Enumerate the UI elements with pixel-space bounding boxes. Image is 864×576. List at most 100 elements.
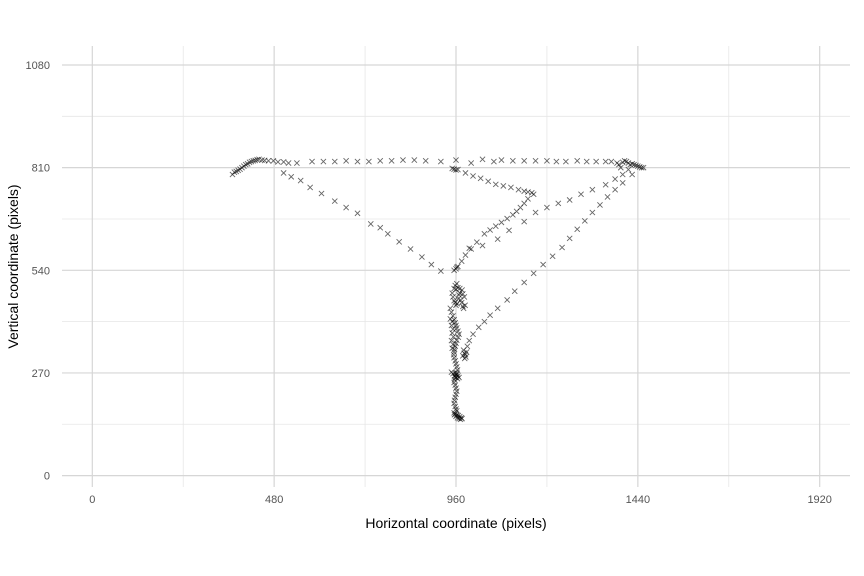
data-point [530,191,537,198]
data-point [451,285,458,292]
data-point [448,322,455,329]
data-point [574,157,581,164]
data-point [468,246,475,252]
data-point [466,245,473,252]
data-point [458,299,465,306]
data-point [562,158,569,165]
data-point [549,253,556,260]
data-points [229,156,647,423]
data-point [555,200,562,207]
data-point [481,318,488,325]
data-point [231,169,238,176]
data-point [602,181,609,188]
data-point [456,292,462,298]
data-point [612,186,619,193]
data-point [612,176,619,182]
data-point [384,230,391,237]
data-point [589,209,596,216]
data-point [638,164,645,171]
data-point [583,158,590,165]
data-point [477,175,484,182]
data-point [498,157,505,163]
data-point [460,305,467,312]
data-point [270,157,277,164]
data-point [454,166,461,173]
y-tick-label: 540 [32,265,50,277]
data-point [515,186,522,193]
data-point [453,406,459,412]
data-point [461,355,468,362]
data-point [448,309,455,316]
y-tick-label: 1080 [26,60,50,72]
data-point [589,186,596,193]
data-point [377,224,384,231]
data-point [280,170,287,176]
data-point [629,171,636,178]
data-point [508,184,514,191]
data-point [307,184,314,191]
data-point [578,191,584,198]
data-point [521,157,528,164]
data-point [553,158,560,165]
data-point [462,252,469,259]
data-point [453,325,460,332]
data-point [458,258,465,265]
data-point [457,416,464,423]
data-point [608,158,615,165]
data-point [275,159,281,165]
data-point [566,235,573,242]
data-point [377,157,384,164]
data-point [498,219,505,226]
data-point [619,179,626,186]
data-point [532,157,539,164]
data-point [250,157,257,164]
data-point [411,157,418,163]
data-point [367,221,374,227]
data-point [485,178,492,185]
x-tick-label: 0 [89,494,95,506]
data-point [631,161,637,168]
data-point [454,328,461,335]
data-point [285,160,292,167]
data-point [521,218,528,225]
data-point [331,198,338,205]
data-point [473,239,480,246]
x-tick-label: 480 [265,494,283,506]
data-point [400,157,406,163]
data-point [617,164,624,171]
data-point [633,162,639,169]
data-point [487,227,494,233]
data-point [506,227,512,234]
y-axis-title: Vertical coordinate (pixels) [5,184,21,348]
data-point [453,280,460,287]
data-point [456,415,462,422]
data-point [365,158,372,165]
data-point [354,210,361,217]
data-point [615,161,622,168]
data-point [625,166,632,173]
data-point [504,215,511,222]
data-point [422,157,429,164]
data-point [574,226,581,233]
data-point [451,354,458,361]
data-point [490,158,497,165]
data-point [509,211,516,218]
data-point [343,157,350,164]
data-point [468,160,475,167]
y-tick-labels: 0 270 540 810 1080 [26,60,50,483]
data-point [492,181,499,188]
data-point [449,345,456,352]
data-point [461,350,468,357]
data-point [621,157,628,164]
data-point [451,267,458,274]
data-point [597,201,603,208]
data-point [494,305,501,312]
data-point [479,242,486,249]
data-point [450,333,457,340]
y-tick-label: 270 [32,368,50,380]
data-point [604,194,611,200]
data-point [525,195,531,202]
data-point [479,156,486,163]
data-point [343,204,350,211]
data-point [297,177,304,184]
